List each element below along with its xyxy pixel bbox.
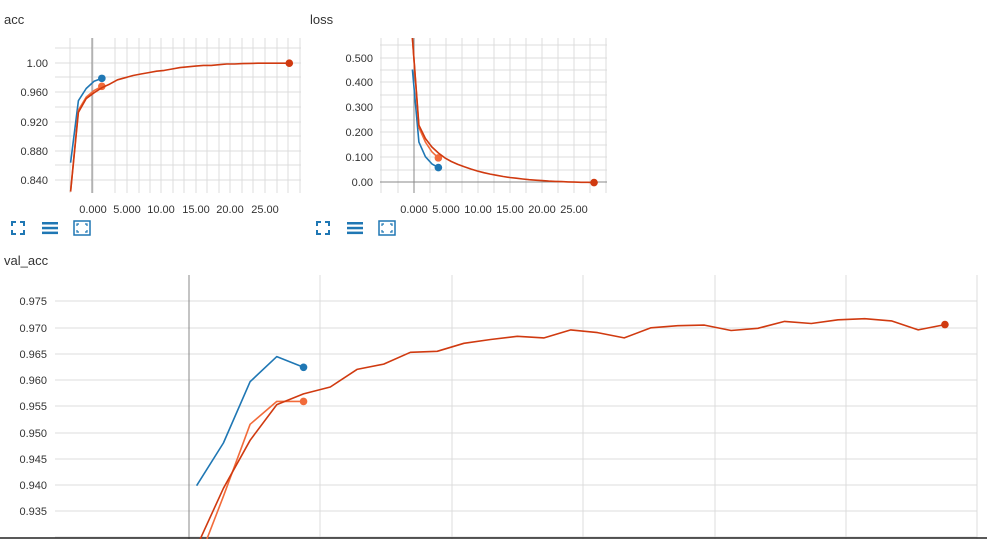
y-tick-label: 0.00 (352, 177, 373, 189)
data-table-icon[interactable] (346, 219, 364, 237)
y-tick-label: 0.880 (20, 146, 48, 158)
x-tick-label: 5.000 (432, 204, 460, 216)
y-tick-label: 0.100 (345, 152, 373, 164)
series-endpoint-blue (299, 363, 308, 372)
y-tick-label: 0.965 (19, 349, 47, 361)
y-tick-label: 0.400 (345, 77, 373, 89)
x-tick-label: 0.000 (400, 204, 428, 216)
series-line-red (199, 317, 946, 539)
series-endpoint-blue (98, 74, 106, 83)
series-group (195, 317, 949, 539)
series-line-blue (69, 77, 103, 163)
y-tick-label: 0.960 (19, 375, 47, 387)
y-tick-label: 0.960 (20, 87, 48, 99)
y-tick-label: 0.975 (19, 296, 47, 308)
series-endpoint-red (941, 320, 949, 329)
y-tick-label: 1.00 (27, 58, 48, 70)
series-line-red (411, 37, 595, 184)
acc-chart-toolbar (9, 219, 91, 237)
series-endpoint-orange (299, 397, 308, 406)
x-tick-label: 15.00 (182, 204, 210, 216)
series-line-orange (206, 400, 304, 539)
grid (380, 38, 607, 193)
x-tick-label: 25.00 (560, 204, 588, 216)
y-tick-label: 0.940 (19, 480, 47, 492)
x-tick-label: 10.00 (464, 204, 492, 216)
series-group (411, 37, 598, 187)
x-tick-label: 10.00 (147, 204, 175, 216)
series-endpoint-red (285, 59, 294, 68)
y-tick-label: 0.950 (19, 428, 47, 440)
chart-title-val-acc: val_acc (4, 253, 49, 268)
y-tick-label: 0.920 (20, 117, 48, 129)
x-tick-label: 20.00 (216, 204, 244, 216)
data-table-icon[interactable] (41, 219, 59, 237)
y-tick-label: 0.500 (345, 53, 373, 65)
series-endpoint-red (590, 178, 598, 187)
x-tick-label: 25.00 (251, 204, 279, 216)
zoom-region-icon[interactable] (378, 219, 396, 237)
x-tick-label: 5.000 (113, 204, 141, 216)
x-tick-label: 20.00 (528, 204, 556, 216)
grid (55, 275, 978, 539)
series-line-blue (411, 69, 439, 169)
y-tick-label: 0.200 (345, 127, 373, 139)
loss-chart-toolbar (314, 219, 396, 237)
y-tick-label: 0.840 (20, 175, 48, 187)
y-tick-label: 0.945 (19, 454, 47, 466)
y-tick-label: 0.955 (19, 401, 47, 413)
x-tick-label: 0.000 (79, 204, 107, 216)
chart-title-acc: acc (4, 12, 25, 27)
series-group (69, 59, 294, 192)
series-line-blue (195, 355, 304, 487)
fit-to-screen-icon[interactable] (9, 219, 27, 237)
y-tick-label: 0.970 (19, 323, 47, 335)
series-endpoint-blue (434, 163, 443, 172)
series-line-red (69, 62, 290, 192)
zoom-region-icon[interactable] (73, 219, 91, 237)
y-tick-label: 0.935 (19, 506, 47, 518)
chart-title-loss: loss (310, 12, 334, 27)
y-tick-label: 0.300 (345, 102, 373, 114)
series-endpoint-orange (434, 154, 443, 162)
fit-to-screen-icon[interactable] (314, 219, 332, 237)
x-tick-label: 15.00 (496, 204, 524, 216)
